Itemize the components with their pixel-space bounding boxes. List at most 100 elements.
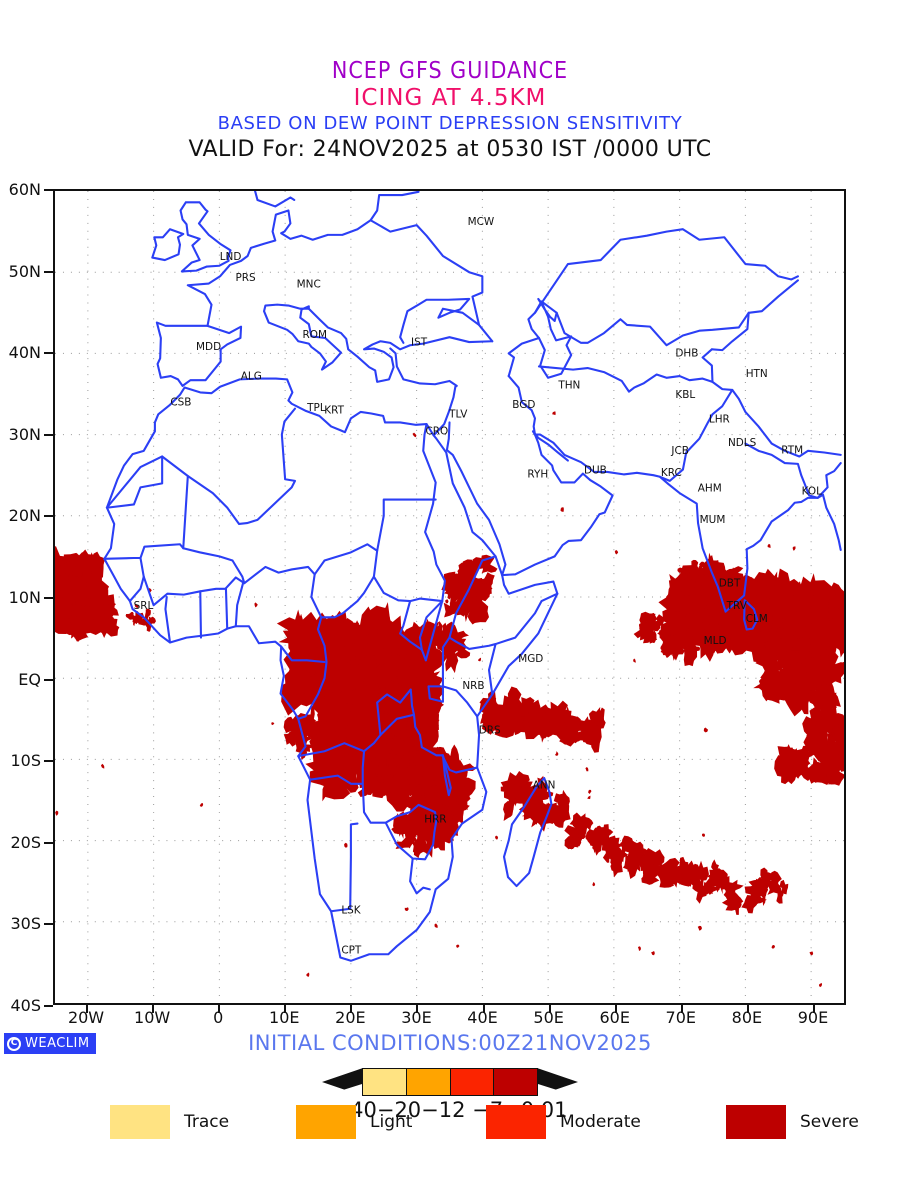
x-axis-label-50e: 50E [533,1008,564,1027]
city-label-srl: SRL [134,600,154,612]
title-line-product: ICING AT 4.5KM [353,85,547,111]
legend-swatch-severe [726,1105,786,1139]
y-axis-tick [44,433,53,436]
city-label-mum: MUM [700,514,726,526]
y-axis-label-30n: 30N [8,424,41,444]
x-axis-tick [614,1005,617,1013]
colorbar-segment-1 [363,1069,407,1095]
x-axis-label-10w: 10W [134,1008,171,1027]
icing-severe-regions [55,411,844,988]
city-label-htn: HTN [746,368,768,380]
x-axis-tick [482,1005,485,1013]
x-axis-label-30e: 30E [401,1008,432,1027]
city-label-dub: DUB [584,465,607,477]
city-label-rom: ROM [303,329,327,341]
y-axis-tick [44,515,53,518]
x-axis-tick [152,1005,155,1013]
city-label-prs: PRS [235,272,256,284]
legend-label-trace: Trace [184,1112,230,1132]
y-axis-label-20n: 20N [8,506,41,526]
x-axis-label-70e: 70E [665,1008,697,1027]
city-label-dbt: DBT [719,577,741,589]
city-label-mcw: MCW [468,216,495,228]
legend-label-moderate: Moderate [560,1112,641,1132]
colorbar-segment-3 [450,1069,495,1095]
y-axis-tick [44,760,53,763]
x-axis-label-20e: 20E [335,1008,366,1027]
city-label-ist: IST [411,336,428,348]
x-axis-label-20w: 20W [67,1008,105,1027]
city-label-drs: DRS [479,724,501,736]
coastline-borders [103,191,842,962]
city-label-csb: CSB [170,396,191,408]
x-axis-label-40e: 40E [467,1008,498,1027]
city-label-lhr: LHR [709,413,730,425]
city-label-jcb: JCB [670,445,689,457]
y-axis-label-50n: 50N [8,261,41,281]
city-label-thn: THN [557,379,580,391]
y-axis-label-eq: EQ [18,669,41,689]
city-label-lsk: LSK [341,905,361,917]
legend-item-moderate: Moderate [486,1105,641,1139]
y-axis-tick [44,189,53,191]
title-line-agency: NCEP GFS GUIDANCE [331,58,569,84]
x-axis-label-10e: 10E [269,1008,300,1027]
legend-swatch-light [296,1105,356,1139]
x-axis-tick [218,1005,221,1013]
y-axis-label-40n: 40N [8,343,41,363]
city-label-kbl: KBL [675,389,695,401]
colorbar [322,1068,578,1108]
legend-item-trace: Trace [110,1105,229,1139]
x-axis-tick [416,1005,419,1013]
city-label-krc: KRC [661,467,682,479]
y-axis-label-10n: 10N [8,588,41,607]
chart-title-block: NCEP GFS GUIDANCE ICING AT 4.5KM BASED O… [0,58,900,164]
x-axis-label-60e: 60E [599,1008,630,1027]
city-label-nrb: NRB [462,680,484,692]
y-axis-label-20s: 20S [10,832,41,852]
title-line-basis: BASED ON DEW POINT DEPRESSION SENSITIVIT… [217,113,683,134]
legend-swatch-trace [110,1105,170,1139]
city-label-bgd: BGD [512,399,535,411]
colorbar-segment-2 [406,1069,451,1095]
y-axis-label-60n: 60N [8,180,41,199]
y-axis-tick [44,678,53,681]
city-label-krt: KRT [324,404,344,416]
colorbar-segment-4 [494,1069,537,1095]
x-axis-tick [350,1005,353,1013]
weaclim-logo-text: WEACLIM [25,1036,90,1051]
x-axis-tick [284,1005,287,1013]
city-label-ann: ANN [533,780,556,792]
city-label-kol: KOL [802,486,822,498]
legend-item-light: Light [296,1105,412,1139]
x-axis-label-0: 0 [213,1008,224,1027]
city-label-tlv: TLV [448,409,468,421]
weaclim-circle-icon: C [7,1036,21,1051]
y-axis-label-10s: 10S [10,751,41,771]
map-plot-area[interactable]: MCW LND PRS MNC ROM IST MDD ALG CSB TPL KRT TLV CRO T… [53,189,846,1005]
y-axis-tick [44,352,53,355]
city-label-mgd: MGD [518,653,543,665]
x-axis-label-80e: 80E [731,1008,763,1027]
city-label-lnd: LND [220,251,242,263]
legend-label-severe: Severe [800,1112,859,1132]
weaclim-logo[interactable]: C WEACLIM [4,1033,96,1054]
city-label-ndls: NDLS [728,437,757,449]
initial-conditions-label: INITIAL CONDITIONS:00Z21NOV2025 [248,1031,652,1055]
y-axis-label-30s: 30S [10,914,41,934]
y-axis-tick [44,923,53,926]
x-axis-tick [86,1005,89,1013]
city-label-rtm: RTM [781,444,803,456]
city-label-alg: ALG [241,370,262,382]
colorbar-right-arrow [537,1068,578,1108]
colorbar-segments [362,1068,538,1096]
x-axis-tick [746,1005,749,1013]
colorbar-left-arrow [322,1068,363,1108]
legend-label-light: Light [370,1112,413,1132]
city-label-mdd: MDD [196,341,221,353]
y-axis-label-40s: 40S [10,996,41,1015]
city-label-dhb: DHB [675,348,698,360]
x-axis-tick [548,1005,551,1013]
y-axis-tick [44,597,53,599]
